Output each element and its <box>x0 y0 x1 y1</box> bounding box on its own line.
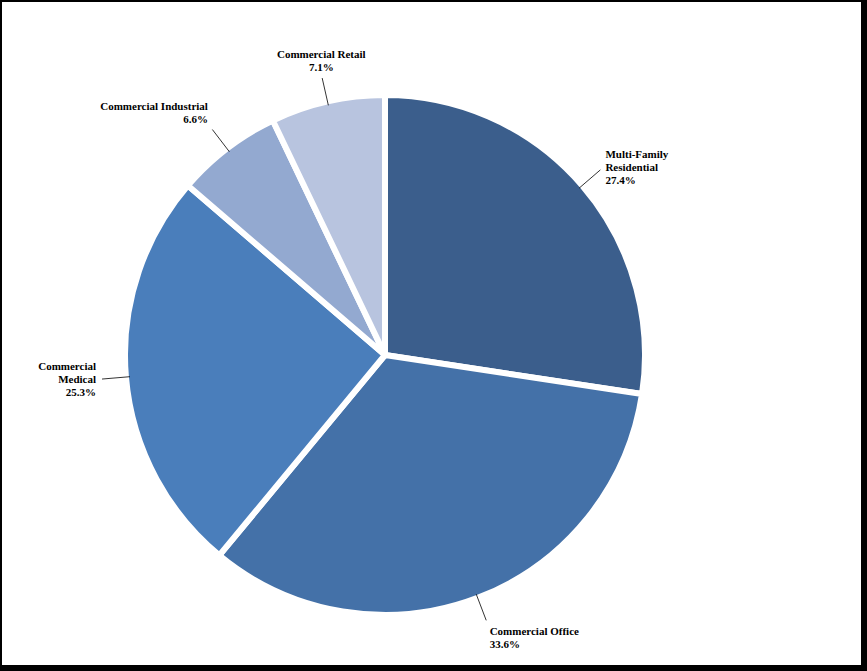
leader-line <box>476 594 486 620</box>
leader-line <box>322 78 328 105</box>
category-label-line: Multi-Family <box>605 148 668 160</box>
leader-line <box>579 170 600 188</box>
category-label: Commercial Office <box>490 625 579 637</box>
category-label: Commercial Retail <box>277 48 366 60</box>
value-label: 25.3% <box>66 386 96 398</box>
plot-background <box>2 2 861 665</box>
pie-slice <box>385 95 645 394</box>
category-label: Multi-FamilyResidential <box>605 148 668 173</box>
leader-line <box>212 130 229 152</box>
labels: Multi-FamilyResidential27.4% Commercial O… <box>38 48 669 650</box>
pie-slice <box>273 95 385 355</box>
value-label: 6.6% <box>183 113 208 125</box>
pie <box>125 95 645 615</box>
chart: Multi-FamilyResidential27.4% Commercial O… <box>0 0 867 671</box>
category-label-line: Residential <box>605 161 658 173</box>
category-label-line: Commercial Office <box>490 625 579 637</box>
category-label-line: Commercial Industrial <box>100 100 208 112</box>
frame-shadow <box>0 0 867 671</box>
category-label-line: Medical <box>58 373 96 385</box>
category-label-line: Commercial Retail <box>277 48 366 60</box>
category-label: CommercialMedical <box>38 360 96 385</box>
value-label: 33.6% <box>490 638 520 650</box>
category-label: Commercial Industrial <box>100 100 208 112</box>
value-label: 7.1% <box>309 61 334 73</box>
leader-line <box>102 377 130 379</box>
category-label-line: Commercial <box>38 360 96 372</box>
value-label: 27.4% <box>605 174 635 186</box>
